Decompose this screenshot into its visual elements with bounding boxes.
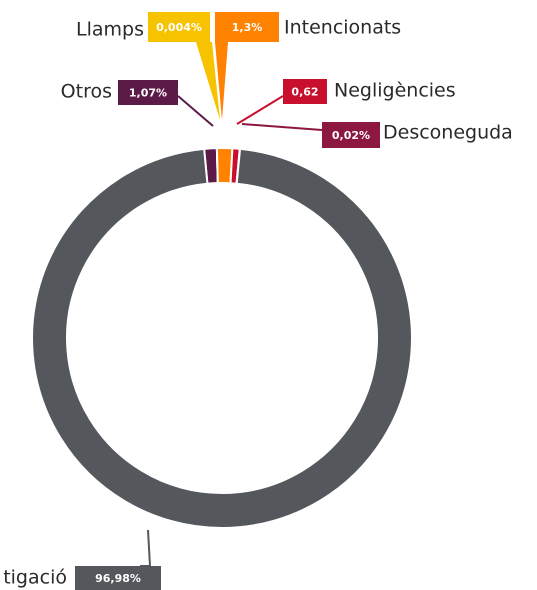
donut-slice (31, 147, 413, 529)
value-label-box (215, 12, 279, 42)
category-label: Llamps (76, 19, 144, 41)
category-label: Otros (61, 81, 112, 103)
value-label: 96,98% (95, 572, 141, 585)
value-label-box (118, 80, 178, 105)
label-pointer (140, 529, 152, 567)
category-label: Negligències (334, 80, 456, 102)
value-label: 1,07% (129, 87, 167, 100)
label-pointer (215, 42, 228, 120)
label-pointer (241, 123, 323, 131)
value-label-box (283, 79, 327, 104)
value-label: 0,004% (156, 21, 202, 34)
label-pointer (236, 95, 284, 125)
category-label: Desconeguda (383, 122, 513, 144)
value-label: 0,62 (291, 86, 318, 99)
value-label-box (75, 566, 161, 590)
label-pointer (177, 95, 214, 127)
label-pointer (196, 42, 220, 120)
category-label: tigació (3, 567, 67, 589)
value-label-box (148, 12, 210, 42)
value-label: 1,3% (232, 21, 263, 34)
value-label: 0,02% (332, 129, 370, 142)
category-label: Intencionats (284, 17, 401, 39)
value-label-box (322, 122, 380, 148)
